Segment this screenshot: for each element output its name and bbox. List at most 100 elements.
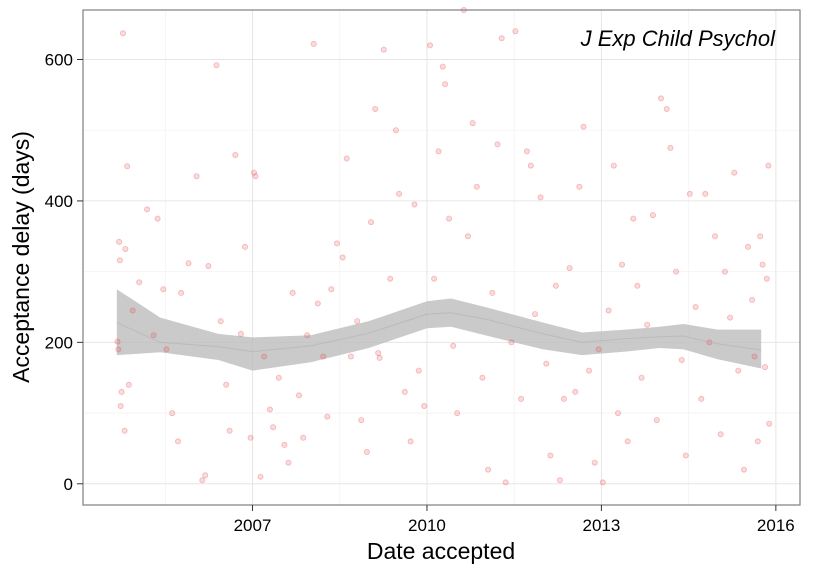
confidence-band [116, 289, 762, 371]
x-tick-label: 2013 [582, 516, 620, 535]
data-point [431, 275, 438, 282]
data-point [673, 268, 680, 275]
data-point [682, 452, 689, 459]
x-tick-label: 2016 [757, 516, 795, 535]
data-point [117, 402, 124, 409]
data-point [237, 330, 244, 337]
smooth-band-layer [116, 289, 762, 371]
data-point [213, 62, 220, 69]
data-point [333, 240, 340, 247]
data-point [116, 238, 123, 245]
data-point [469, 120, 476, 127]
data-point [115, 346, 122, 353]
data-point [543, 360, 550, 367]
data-point [407, 438, 414, 445]
y-axis-title: Acceptance delay (days) [8, 131, 34, 383]
data-point [439, 63, 446, 70]
data-point [300, 434, 307, 441]
data-point [615, 410, 622, 417]
data-point [363, 448, 370, 455]
points-layer [114, 7, 773, 486]
data-point [174, 438, 181, 445]
smooth-line-layer [116, 312, 762, 353]
data-point [572, 388, 579, 395]
data-point [754, 438, 761, 445]
data-point [217, 318, 224, 325]
data-point [512, 28, 519, 35]
y-tick-label: 200 [45, 333, 73, 352]
data-point [118, 388, 125, 395]
data-point [454, 410, 461, 417]
data-point [599, 479, 606, 486]
data-point [185, 260, 192, 267]
y-tick-label: 0 [64, 475, 73, 494]
data-point [537, 194, 544, 201]
data-point [380, 46, 387, 53]
data-point [552, 282, 559, 289]
data-point [735, 367, 742, 374]
data-point [426, 42, 433, 49]
data-point [527, 162, 534, 169]
data-point [304, 332, 311, 339]
data-point [199, 477, 206, 484]
data-point [275, 374, 282, 381]
data-point [372, 106, 379, 113]
data-point [136, 279, 143, 286]
data-point [281, 441, 288, 448]
data-point [580, 123, 587, 130]
data-point [523, 148, 530, 155]
data-point [591, 459, 598, 466]
data-point [178, 289, 185, 296]
data-point [367, 219, 374, 226]
data-point [576, 183, 583, 190]
data-point [392, 127, 399, 134]
data-point [247, 434, 254, 441]
data-point [473, 183, 480, 190]
data-point [638, 374, 645, 381]
data-point [763, 275, 770, 282]
data-point [295, 392, 302, 399]
data-point [586, 367, 593, 374]
data-point [252, 173, 259, 180]
data-point [250, 169, 257, 176]
data-point [686, 190, 693, 197]
data-point [347, 353, 354, 360]
data-point [163, 346, 170, 353]
data-point [727, 314, 734, 321]
x-tick-label: 2007 [234, 516, 272, 535]
data-point [124, 163, 131, 170]
smooth-line [116, 312, 762, 353]
data-point [289, 289, 296, 296]
data-point [692, 303, 699, 310]
data-point [745, 243, 752, 250]
data-point [759, 261, 766, 268]
data-point [634, 282, 641, 289]
data-point [160, 286, 167, 293]
data-point [320, 353, 327, 360]
data-point [169, 410, 176, 417]
data-point [698, 395, 705, 402]
data-point [494, 141, 501, 148]
data-point [667, 144, 674, 151]
data-point [653, 417, 660, 424]
data-point [624, 438, 631, 445]
data-point [751, 353, 758, 360]
data-point [442, 81, 449, 88]
data-point [122, 245, 129, 252]
data-point [717, 431, 724, 438]
data-point [721, 268, 728, 275]
data-point [114, 338, 121, 345]
data-point [532, 311, 539, 318]
data-point [223, 381, 230, 388]
data-point [712, 233, 719, 240]
data-point [120, 30, 127, 37]
data-point [116, 257, 123, 264]
data-point [150, 332, 157, 339]
data-point [144, 206, 151, 213]
data-point [741, 466, 748, 473]
data-point [644, 321, 651, 328]
data-point [658, 95, 665, 102]
grid [83, 10, 800, 505]
data-point [566, 265, 573, 272]
